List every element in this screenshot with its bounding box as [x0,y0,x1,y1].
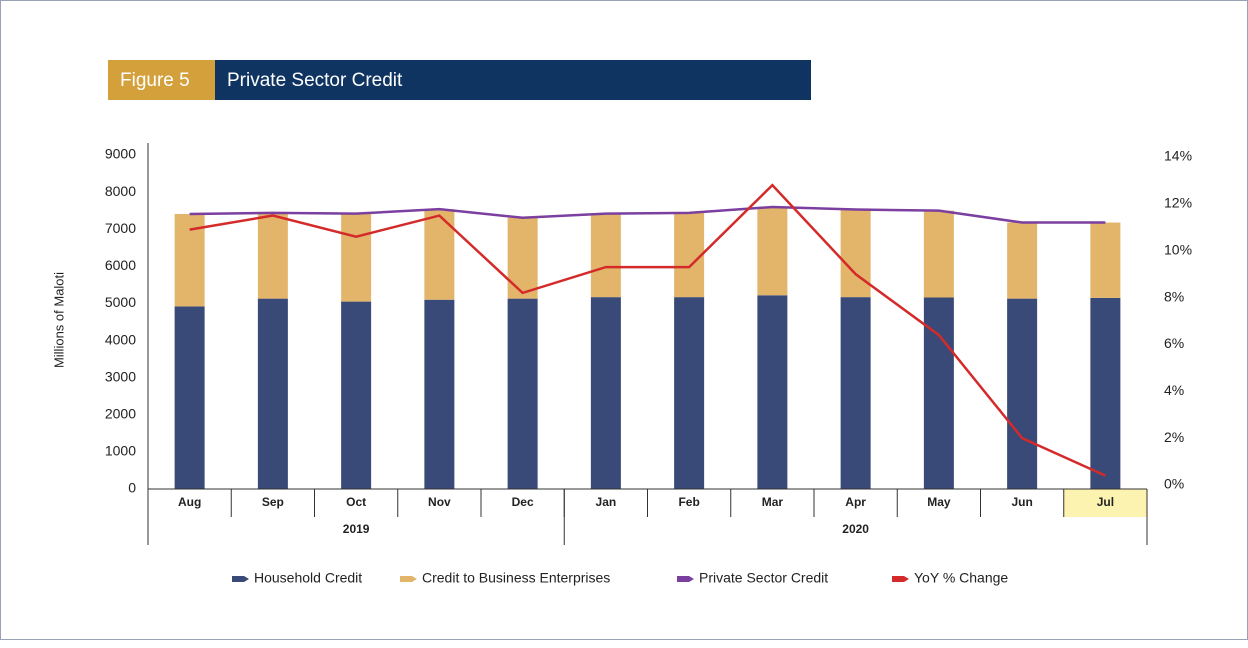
x-tick-label: Mar [762,495,784,509]
bar [840,297,871,489]
x-tick-label: Jun [1011,495,1032,509]
bar [257,298,288,489]
bar [590,213,621,298]
x-tick-label: Sep [262,495,284,509]
bar [923,297,954,489]
x-tick-label: May [927,495,951,509]
bar [257,212,288,299]
y2-tick-label: 12% [1164,195,1192,211]
bar [424,299,455,489]
bar [757,295,788,489]
bar [507,298,538,489]
legend-icon [400,576,417,582]
y-tick-label: 4000 [105,331,136,347]
legend-icon [677,576,694,582]
x-tick-label: Jul [1097,495,1114,509]
bar [590,297,621,489]
x-tick-label: Apr [845,495,866,509]
x-tick-label: Dec [512,495,534,509]
y2-tick-label: 0% [1164,476,1184,492]
y2-tick-label: 2% [1164,429,1184,445]
y-tick-label: 7000 [105,220,136,236]
bar [674,297,705,489]
legend-icon [232,576,249,582]
y-axis-label: Millions of Maloti [51,272,66,368]
y-tick-label: 2000 [105,405,136,421]
x-tick-label: Aug [178,495,201,509]
y-tick-label: 5000 [105,294,136,310]
bar [1007,222,1038,299]
y2-tick-label: 4% [1164,382,1184,398]
y-tick-label: 0 [128,480,136,496]
bar [424,209,455,300]
x-tick-label: Oct [346,495,366,509]
figure-label: Figure 5 [120,70,190,91]
bar [341,213,372,302]
y-tick-label: 9000 [105,146,136,162]
bar [840,209,871,298]
y-tick-label: 6000 [105,257,136,273]
bar [1007,298,1038,489]
group-label: 2019 [343,522,370,536]
bar [757,206,788,296]
bar [674,212,705,298]
legend-label: Private Sector Credit [699,570,828,586]
highlight [1063,489,1147,517]
bar [507,217,538,299]
y2-tick-label: 10% [1164,241,1192,257]
y-tick-label: 1000 [105,443,136,459]
bar [923,210,954,298]
line [189,183,1106,477]
y2-tick-label: 6% [1164,335,1184,351]
bar [341,301,372,489]
line [189,205,1106,224]
legend-icon [892,576,909,582]
figure-label-box [108,60,215,100]
y2-tick-label: 8% [1164,288,1184,304]
legend-label: YoY % Change [914,570,1008,586]
x-tick-label: Jan [596,495,617,509]
y-tick-label: 3000 [105,368,136,384]
y2-tick-label: 14% [1164,148,1192,164]
bar [174,306,205,489]
bar [1090,222,1121,298]
x-tick-label: Feb [678,495,699,509]
title-box [215,60,811,100]
y-tick-label: 8000 [105,183,136,199]
group-label: 2020 [842,522,869,536]
bar [1090,297,1121,489]
x-tick-label: Nov [428,495,451,509]
legend-label: Credit to Business Enterprises [422,570,610,586]
chart-title: Private Sector Credit [227,70,403,91]
legend-label: Household Credit [254,570,362,586]
